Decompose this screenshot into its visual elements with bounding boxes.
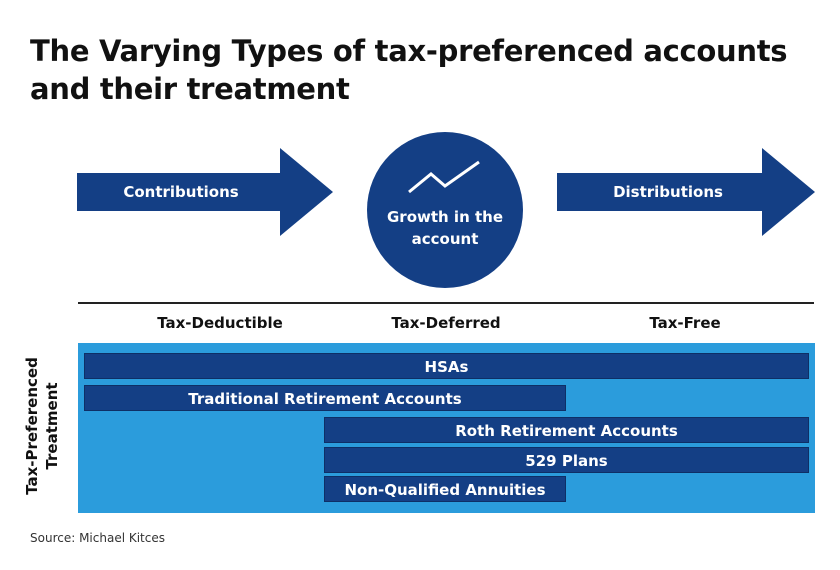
bar-traditional-retirement-accounts: Traditional Retirement Accounts [84,385,566,411]
treatment-panel: HSAs Traditional Retirement Accounts Rot… [78,343,815,513]
bar-529-plans: 529 Plans [324,447,809,473]
title-line-1: The Varying Types of tax-preferenced acc… [30,34,788,68]
side-label-line-2: Treatment [43,382,61,470]
trend-line-icon [408,160,480,194]
distributions-label: Distributions [613,183,723,201]
title-line-2: and their treatment [30,72,350,106]
column-tax-deductible: Tax-Deductible [157,314,283,332]
growth-label: Growth in the account [367,206,523,250]
bar-non-qualified-annuities: Non-Qualified Annuities [324,476,566,502]
growth-label-line-1: Growth in the [386,208,503,226]
flow-arrows [77,148,815,236]
side-label-line-1: Tax-Preferenced [23,357,41,495]
distributions-arrow [557,148,815,236]
bar-roth-retirement-accounts: Roth Retirement Accounts [324,417,809,443]
contributions-label: Contributions [123,183,239,201]
column-tax-deferred: Tax-Deferred [391,314,501,332]
side-label: Tax-Preferenced Treatment [22,340,70,512]
page-title: The Varying Types of tax-preferenced acc… [30,32,820,108]
contributions-arrow [77,148,333,236]
source-note: Source: Michael Kitces [30,531,165,545]
bar-hsas: HSAs [84,353,809,379]
growth-circle: Growth in the account [367,132,523,288]
column-tax-free: Tax-Free [649,314,721,332]
growth-label-line-2: account [411,230,479,248]
divider [78,302,814,304]
